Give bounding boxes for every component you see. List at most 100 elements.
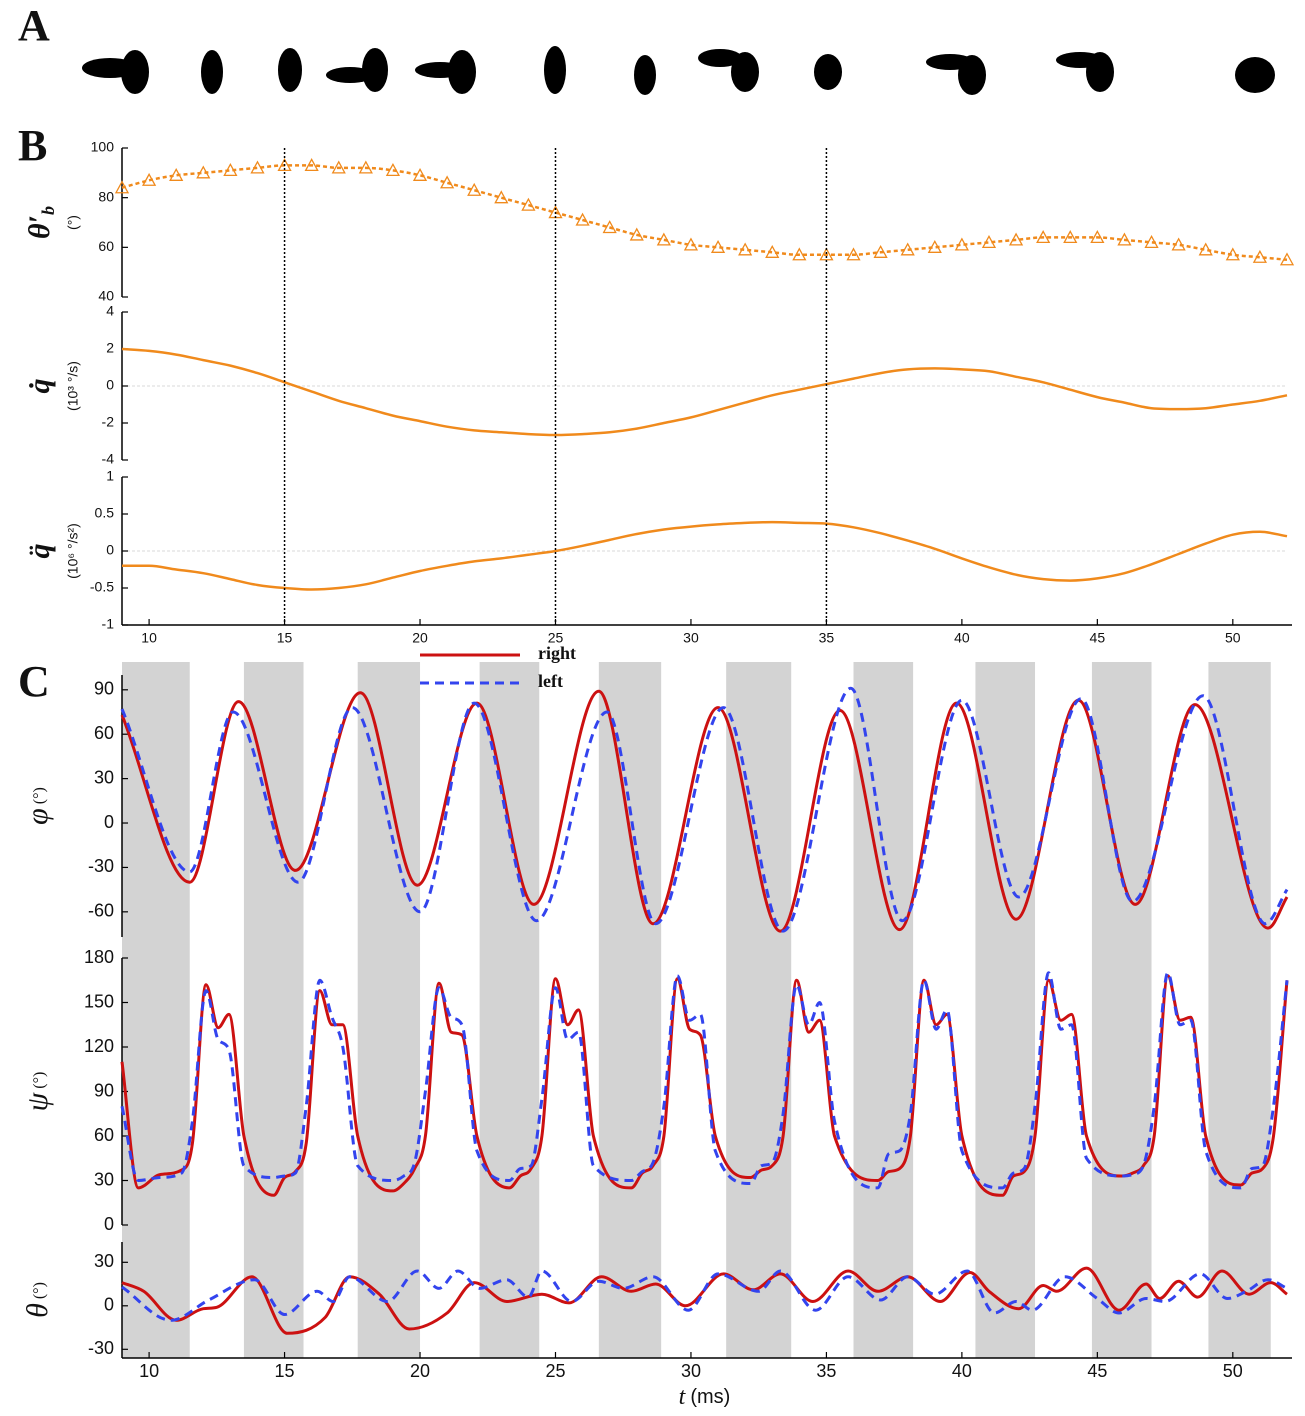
downstroke-band [853, 662, 914, 1358]
x-tick-label: 30 [683, 630, 699, 646]
data-line [122, 520, 1288, 591]
triangle-marker [521, 197, 536, 211]
data-line [120, 974, 1289, 1197]
y-tick-label: 90 [94, 679, 114, 699]
y-label-unit: (10³ °/s) [65, 361, 81, 411]
triangle-marker [738, 242, 753, 256]
data-line [121, 164, 1288, 262]
data-line [120, 971, 1289, 1190]
y-axis-label: ψ (°) [21, 1072, 54, 1112]
x-tick-label: 45 [1090, 630, 1106, 646]
triangle-marker [846, 247, 861, 261]
downstroke-band [122, 662, 190, 1358]
triangle-marker [1171, 237, 1186, 251]
triangle-marker [223, 162, 238, 176]
y-axis-label: θ (°) [21, 1282, 54, 1318]
triangle-marker [385, 162, 401, 176]
y-tick-label: 30 [94, 1169, 114, 1189]
triangle-marker [873, 244, 888, 258]
x-tick-label: 40 [954, 630, 970, 646]
y-label-symbol: φ [21, 808, 54, 825]
x-label-unit: (ms) [690, 1386, 730, 1408]
y-tick-label: 4 [106, 303, 114, 319]
triangle-marker [494, 190, 509, 204]
y-label-unit: (°) [65, 215, 81, 230]
x-axis-label: t (ms) [679, 1384, 731, 1410]
y-tick-label: -0.5 [90, 579, 114, 595]
y-tick-label: 1 [106, 468, 114, 484]
y-tick-label: 0 [104, 812, 114, 832]
y-tick-label: 100 [91, 139, 115, 155]
y-label-symbol: q̈ [23, 544, 56, 559]
triangle-marker [358, 160, 373, 174]
triangle-marker [1198, 242, 1213, 256]
triangle-marker [1252, 249, 1268, 263]
triangle-marker [1090, 230, 1105, 244]
y-tick-label: 60 [94, 1125, 114, 1145]
y-label-unit: (°) [31, 1282, 48, 1299]
y-tick-label: -30 [88, 1338, 114, 1358]
downstroke-band [243, 662, 304, 1358]
x-tick-label: 35 [816, 1361, 836, 1381]
triangle-marker [629, 227, 644, 241]
panel-label: C [18, 657, 50, 706]
y-tick-label: -60 [88, 901, 114, 921]
triangle-marker [765, 244, 780, 258]
legend-label: right [538, 643, 576, 663]
y-axis-label: q̇ [23, 379, 56, 394]
x-tick-label: 15 [275, 1361, 295, 1381]
triangle-marker [114, 180, 130, 194]
fly-silhouettes [82, 46, 1275, 95]
triangle-marker [440, 175, 455, 189]
y-tick-label: -1 [102, 616, 115, 632]
triangle-marker [467, 182, 482, 196]
panel-label: A [18, 1, 50, 50]
y-tick-label: 2 [106, 340, 114, 356]
triangle-marker [331, 160, 346, 174]
x-label-symbol: t [679, 1384, 687, 1410]
triangle-marker [927, 239, 942, 253]
y-tick-label: 0 [104, 1214, 114, 1234]
triangle-marker [1117, 232, 1132, 246]
x-tick-label: 35 [819, 630, 835, 646]
triangle-marker [304, 158, 319, 172]
y-tick-label: 120 [84, 1036, 114, 1056]
triangle-marker [710, 239, 726, 253]
x-tick-label: 25 [545, 1361, 565, 1381]
x-tick-label: 45 [1087, 1361, 1107, 1381]
x-tick-label: 25 [548, 630, 564, 646]
triangle-marker [954, 237, 969, 251]
y-tick-label: 60 [98, 238, 114, 254]
data-line [121, 347, 1288, 437]
triangle-marker [575, 212, 590, 226]
triangle-marker [412, 167, 428, 181]
x-tick-label: 20 [412, 630, 428, 646]
y-tick-label: 0 [104, 1295, 114, 1315]
y-tick-label: 80 [98, 188, 114, 204]
y-axis-label: θ′b [23, 206, 58, 239]
triangle-marker [981, 235, 997, 249]
x-tick-label: 40 [952, 1361, 972, 1381]
x-tick-label: 10 [139, 1361, 159, 1381]
data-line [120, 689, 1289, 933]
data-line [120, 686, 1289, 933]
triangle-marker [141, 172, 157, 186]
panel-label: B [18, 121, 47, 170]
y-tick-label: 150 [84, 991, 114, 1011]
y-tick-label: 40 [98, 288, 114, 304]
downstroke-band [726, 662, 792, 1358]
downstroke-band [1208, 662, 1271, 1358]
x-tick-label: 50 [1225, 630, 1241, 646]
triangle-marker [656, 232, 671, 246]
triangle-marker [602, 220, 617, 234]
x-tick-label: 20 [410, 1361, 430, 1381]
x-tick-label: 15 [277, 630, 293, 646]
legend-label: left [538, 671, 563, 691]
triangle-marker [196, 165, 211, 179]
y-label-unit: (°) [31, 1072, 48, 1089]
triangle-marker [1063, 230, 1078, 244]
y-tick-label: -2 [102, 414, 115, 430]
y-tick-label: -4 [102, 451, 115, 467]
x-tick-label: 50 [1223, 1361, 1243, 1381]
